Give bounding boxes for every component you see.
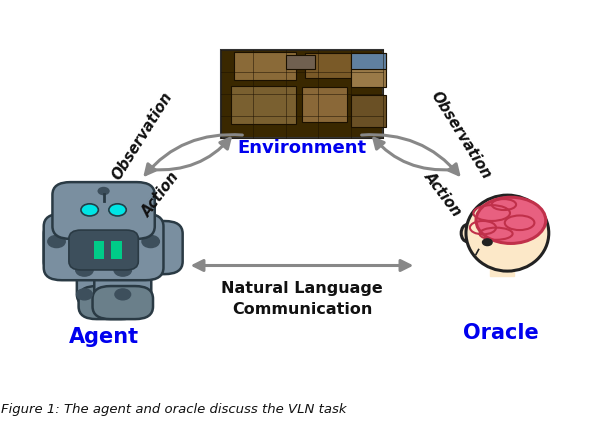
FancyBboxPatch shape xyxy=(77,255,134,307)
Bar xyxy=(302,87,347,122)
FancyBboxPatch shape xyxy=(94,255,151,307)
Bar xyxy=(305,53,357,78)
Text: Figure 1: The agent and oracle discuss the VLN task: Figure 1: The agent and oracle discuss t… xyxy=(1,403,347,417)
Circle shape xyxy=(77,289,92,300)
Ellipse shape xyxy=(466,195,549,271)
Text: Agent: Agent xyxy=(68,327,139,347)
Text: Observation: Observation xyxy=(110,89,176,182)
FancyBboxPatch shape xyxy=(43,214,164,280)
Text: Environment: Environment xyxy=(237,139,367,157)
Circle shape xyxy=(115,289,130,300)
Bar xyxy=(351,53,387,69)
Bar xyxy=(351,95,387,127)
Text: Observation: Observation xyxy=(428,89,494,182)
FancyBboxPatch shape xyxy=(127,221,182,274)
Circle shape xyxy=(48,235,65,248)
FancyBboxPatch shape xyxy=(53,182,155,239)
Bar xyxy=(234,52,295,81)
Bar xyxy=(490,265,515,276)
Text: Oracle: Oracle xyxy=(463,322,538,343)
Ellipse shape xyxy=(476,197,546,243)
FancyBboxPatch shape xyxy=(94,241,104,259)
Text: Action: Action xyxy=(422,169,465,219)
FancyBboxPatch shape xyxy=(112,241,122,259)
Ellipse shape xyxy=(461,225,474,242)
FancyBboxPatch shape xyxy=(79,286,139,319)
Circle shape xyxy=(142,235,159,248)
Bar xyxy=(231,86,295,124)
Bar xyxy=(286,55,315,69)
Circle shape xyxy=(76,264,93,276)
Circle shape xyxy=(81,204,98,216)
Circle shape xyxy=(109,204,126,216)
Bar xyxy=(221,50,383,138)
FancyBboxPatch shape xyxy=(92,286,153,319)
FancyBboxPatch shape xyxy=(43,221,99,274)
Bar xyxy=(351,53,387,87)
Text: Natural Language
Communication: Natural Language Communication xyxy=(221,281,383,317)
Circle shape xyxy=(114,264,132,276)
FancyBboxPatch shape xyxy=(69,230,138,270)
Circle shape xyxy=(97,187,110,195)
Text: Action: Action xyxy=(139,169,182,219)
Circle shape xyxy=(483,239,492,246)
Bar xyxy=(96,225,112,229)
